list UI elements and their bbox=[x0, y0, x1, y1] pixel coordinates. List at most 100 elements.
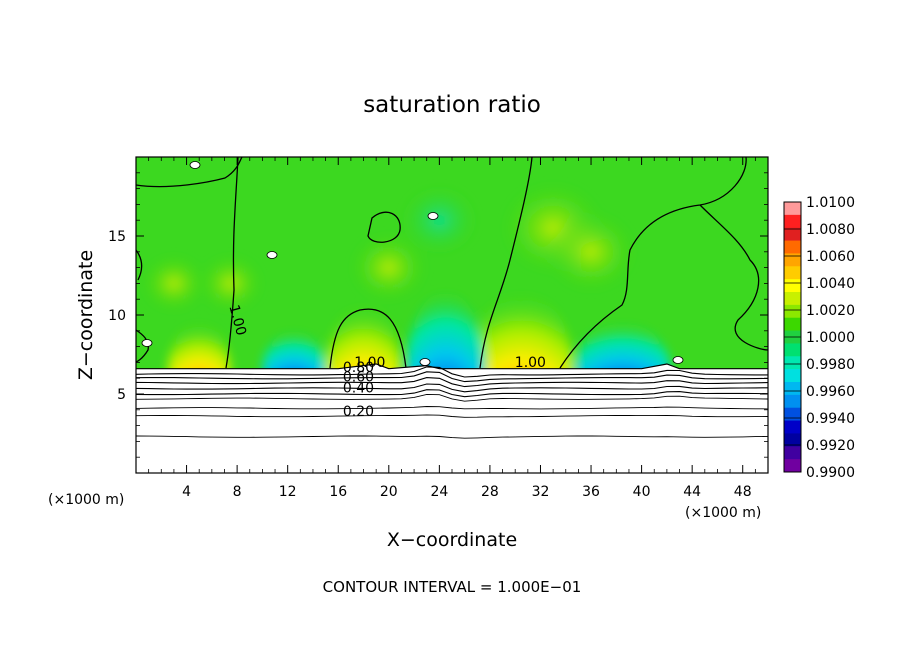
x-axis-ticks: 4 8 12 16 20 24 28 32 36 40 44 48 bbox=[148, 157, 756, 500]
off-scale-patch bbox=[672, 356, 684, 364]
contour-interval-text: CONTOUR INTERVAL = 1.000E−01 bbox=[323, 578, 582, 596]
supersaturated-region bbox=[167, 322, 231, 369]
saturation-contour bbox=[136, 329, 149, 363]
x-axis-label: X−coordinate bbox=[387, 529, 517, 551]
saturation-contour bbox=[699, 204, 768, 351]
x-tick-label: 8 bbox=[233, 484, 242, 500]
y-tick-label: 10 bbox=[108, 308, 126, 324]
colorbar: 1.0100 1.0080 1.0060 1.0040 1.0020 1.0000 0.99… bbox=[783, 195, 855, 481]
subsaturated-region bbox=[575, 322, 671, 369]
off-scale-patch bbox=[266, 251, 278, 259]
colorbar-swatch bbox=[784, 240, 801, 254]
supersaturated-region bbox=[325, 305, 402, 369]
colorbar-swatch bbox=[784, 356, 801, 370]
density-contour bbox=[136, 393, 768, 402]
colorbar-swatch bbox=[784, 304, 801, 319]
density-contour bbox=[136, 383, 768, 393]
plot-area bbox=[136, 157, 768, 473]
off-scale-patch bbox=[419, 358, 431, 366]
density-contour bbox=[136, 377, 768, 388]
x-unit-label-right: (×1000 m) bbox=[685, 505, 761, 521]
saturation-contour bbox=[136, 157, 243, 188]
lower-contours bbox=[136, 366, 768, 439]
density-contour bbox=[136, 406, 768, 410]
saturation-contour bbox=[225, 157, 239, 369]
x-tick-label: 40 bbox=[633, 484, 651, 500]
saturation-field bbox=[136, 157, 768, 369]
density-contour bbox=[136, 366, 768, 378]
x-unit-label-left: (×1000 m) bbox=[48, 492, 124, 508]
x-tick-label: 28 bbox=[481, 484, 499, 500]
colorbar-swatch bbox=[784, 292, 801, 306]
colorbar-tick-label: 0.9900 bbox=[806, 465, 855, 481]
contour-label: 0.20 bbox=[343, 404, 374, 420]
colorbar-tick-label: 0.9940 bbox=[806, 411, 855, 427]
colorbar-tick-label: 1.0060 bbox=[806, 249, 855, 265]
subsaturated-region bbox=[406, 291, 486, 369]
colorbar-swatch bbox=[784, 279, 801, 293]
x-tick-label: 12 bbox=[279, 484, 297, 500]
colorbar-tick-label: 1.0040 bbox=[806, 276, 855, 292]
colorbar-swatch bbox=[784, 394, 801, 409]
colorbar-swatch bbox=[784, 420, 801, 434]
saturation-contour bbox=[479, 157, 533, 369]
colorbar-tick-label: 1.0100 bbox=[806, 195, 855, 211]
density-contour bbox=[136, 389, 768, 398]
density-contour bbox=[136, 371, 768, 383]
chart-title: saturation ratio bbox=[363, 92, 541, 118]
contour-label: 0.80 bbox=[343, 360, 374, 376]
x-tick-label: 20 bbox=[380, 484, 398, 500]
y-tick-label: 5 bbox=[117, 387, 126, 403]
contour-label: 1.00 bbox=[515, 355, 546, 371]
colorbar-swatch bbox=[784, 369, 801, 383]
off-scale-patch bbox=[427, 212, 439, 220]
x-tick-label: 48 bbox=[734, 484, 752, 500]
colorbar-swatch bbox=[784, 382, 801, 396]
off-scale-patch bbox=[189, 161, 201, 169]
density-contour bbox=[136, 435, 768, 439]
saturation-contour bbox=[329, 308, 407, 369]
off-scale-patch bbox=[141, 339, 153, 347]
subsaturated-region bbox=[262, 330, 326, 369]
colorbar-swatch bbox=[784, 407, 801, 422]
supersaturated-region bbox=[469, 292, 574, 369]
y-axis-ticks: 5 10 15 bbox=[108, 172, 768, 458]
saturation-contour bbox=[367, 211, 401, 243]
field-patch bbox=[350, 233, 427, 302]
field-patch bbox=[401, 186, 478, 255]
colorbar-tick-label: 1.0020 bbox=[806, 303, 855, 319]
contour-labels: 1.001.00 1.000.800.600.400.20 bbox=[225, 303, 546, 420]
x-tick-label: 36 bbox=[582, 484, 600, 500]
colorbar-tick-label: 1.0000 bbox=[806, 330, 855, 346]
colorbar-swatch bbox=[784, 459, 801, 473]
contour-label: 1.00 bbox=[225, 303, 249, 337]
field-patch bbox=[199, 254, 263, 312]
colorbar-swatch bbox=[784, 266, 801, 280]
contour-label: 0.40 bbox=[343, 380, 374, 396]
saturation-contour bbox=[559, 157, 747, 369]
colorbar-tick-label: 0.9920 bbox=[806, 438, 855, 454]
colorbar-swatch bbox=[784, 253, 801, 267]
colorbar-swatch bbox=[784, 317, 801, 332]
colorbar-swatch bbox=[784, 214, 801, 229]
x-tick-label: 44 bbox=[683, 484, 701, 500]
density-contour bbox=[136, 414, 768, 418]
colorbar-swatch bbox=[784, 343, 801, 357]
colorbar-swatch bbox=[784, 433, 801, 447]
x-tick-label: 4 bbox=[182, 484, 191, 500]
colorbar-tick-label: 0.9960 bbox=[806, 384, 855, 400]
contour-label: 0.60 bbox=[343, 369, 374, 385]
y-axis-label: Z−coordinate bbox=[75, 250, 97, 380]
x-tick-label: 32 bbox=[532, 484, 550, 500]
colorbar-swatch bbox=[784, 202, 801, 216]
colorbar-swatch bbox=[784, 446, 801, 460]
x-tick-label: 16 bbox=[329, 484, 347, 500]
field-patch bbox=[142, 254, 206, 312]
y-tick-label: 15 bbox=[108, 229, 126, 245]
colorbar-tick-label: 0.9980 bbox=[806, 357, 855, 373]
upper-contours bbox=[136, 157, 768, 369]
contour-label: 1.00 bbox=[354, 355, 385, 371]
colorbar-tick-label: 1.0080 bbox=[806, 222, 855, 238]
x-tick-label: 24 bbox=[430, 484, 448, 500]
